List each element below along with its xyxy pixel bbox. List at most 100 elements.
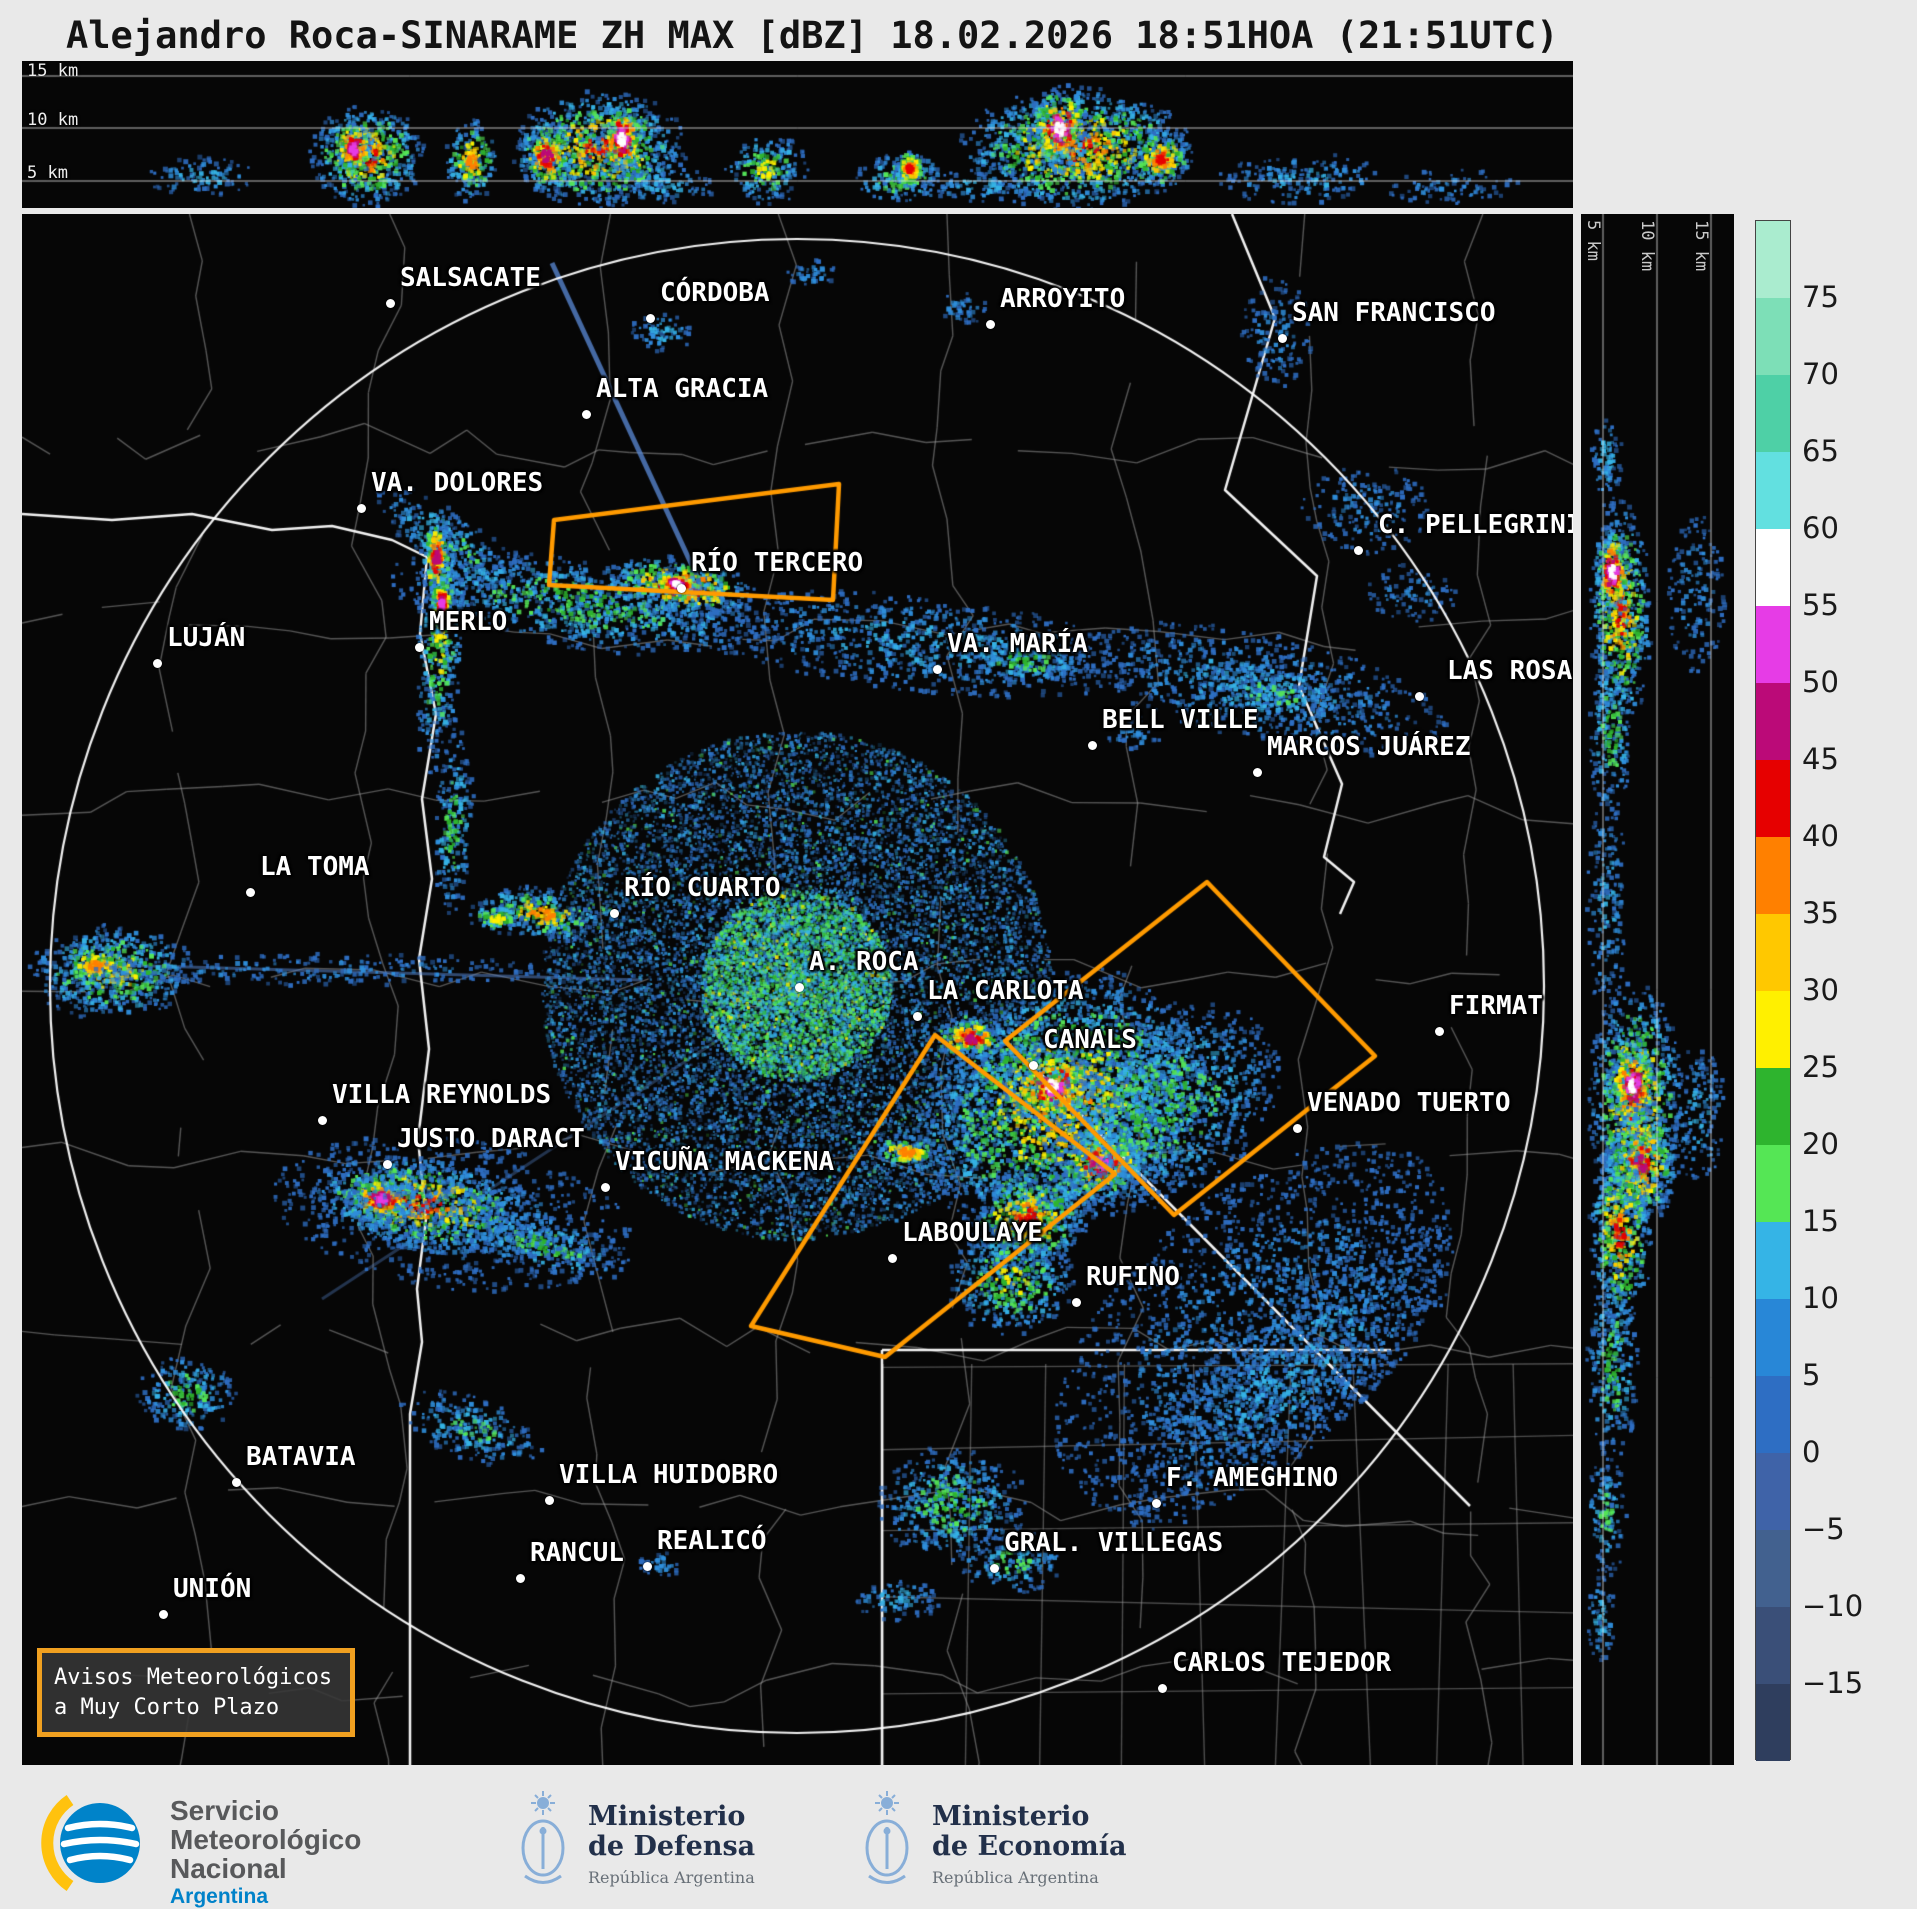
city-dot (601, 1183, 610, 1192)
city-label: LUJÁN (167, 623, 246, 653)
smn-logo (41, 1795, 140, 1891)
smn-wordmark: Servicio Meteorológico Nacional Argentin… (170, 1796, 361, 1909)
city-dot (643, 1562, 652, 1571)
city-dot (677, 584, 686, 593)
city-label: MARCOS JUÁREZ (1267, 732, 1471, 762)
colorbar-segment (1756, 1530, 1790, 1607)
city-label: VILLA REYNOLDS (332, 1080, 552, 1110)
smn-line2: Meteorológico (170, 1824, 362, 1855)
colorbar-segment (1756, 1453, 1790, 1530)
colorbar-tick-label: 10 (1802, 1281, 1839, 1315)
city-dot (1253, 768, 1262, 777)
city-label: CARLOS TEJEDOR (1172, 1648, 1392, 1678)
colorbar-segment (1756, 1299, 1790, 1376)
city-dot (933, 665, 942, 674)
city-dot (1278, 334, 1287, 343)
smn-line3: Nacional (170, 1853, 287, 1884)
page-title: Alejandro Roca-SINARAME ZH MAX [dBZ] 18.… (66, 14, 1559, 57)
city-label: LA TOMA (260, 852, 370, 882)
city-label: VA. DOLORES (371, 468, 544, 498)
colorbar-segment (1756, 991, 1790, 1068)
colorbar-tick-label: 60 (1802, 511, 1839, 545)
city-label: MERLO (429, 607, 508, 637)
colorbar-tick-label: 75 (1802, 280, 1839, 314)
colorbar-tick-label: −5 (1802, 1512, 1845, 1546)
defensa-coat-of-arms (521, 1791, 565, 1884)
footer: Servicio Meteorológico Nacional Argentin… (0, 1782, 1917, 1909)
colorbar-segment (1756, 837, 1790, 914)
colorbar-tick-label: 50 (1802, 665, 1839, 699)
city-label: LAS ROSAS (1447, 656, 1573, 686)
city-label: F. AMEGHINO (1166, 1463, 1339, 1493)
top-cross-section-panel: 15 km 10 km 5 km (22, 61, 1573, 208)
city-dot (646, 314, 655, 323)
city-dot (357, 504, 366, 513)
city-label: FIRMAT (1449, 991, 1543, 1021)
city-label: VA. MARÍA (947, 629, 1088, 659)
city-label: REALICÓ (657, 1526, 767, 1556)
colorbar-segment (1756, 452, 1790, 529)
colorbar-segment (1756, 1068, 1790, 1145)
colorbar-tick-label: 5 (1802, 1358, 1821, 1392)
colorbar-tick-label: 0 (1802, 1435, 1821, 1469)
defensa-line1: Ministerio (588, 1801, 746, 1832)
colorbar-segment (1756, 298, 1790, 375)
ministerio-economia-wordmark: Ministerio de Economía República Argenti… (932, 1802, 1127, 1888)
city-label: GRAL. VILLEGAS (1004, 1528, 1224, 1558)
city-dot (1415, 692, 1424, 701)
economia-line2: de Economía (932, 1831, 1127, 1862)
city-label: VILLA HUIDOBRO (559, 1460, 779, 1490)
city-dot (246, 888, 255, 897)
colorbar-segment (1756, 914, 1790, 991)
city-dot (516, 1574, 525, 1583)
colorbar-tick-label: 25 (1802, 1050, 1839, 1084)
colorbar-tick-label: 15 (1802, 1204, 1839, 1238)
city-label: RÍO CUARTO (624, 873, 781, 903)
colorbar-segment (1756, 1145, 1790, 1222)
city-label: BATAVIA (246, 1442, 356, 1472)
radar-map-panel: SALSACATE CÓRDOBA ARROYITO SAN FRANCISCO ALT… (22, 214, 1573, 1765)
city-dot (415, 643, 424, 652)
colorbar-tick-label: −10 (1802, 1589, 1864, 1623)
economia-line3: República Argentina (932, 1868, 1099, 1887)
city-label: RANCUL (530, 1538, 624, 1568)
ministerio-defensa-wordmark: Ministerio de Defensa República Argentin… (588, 1801, 755, 1888)
economia-coat-of-arms (865, 1791, 909, 1884)
city-dot (1354, 546, 1363, 555)
city-dot (383, 1160, 392, 1169)
city-dot (1158, 1684, 1167, 1693)
city-dot (1435, 1027, 1444, 1036)
city-dot (1152, 1499, 1161, 1508)
colorbar-segment (1756, 375, 1790, 452)
city-label: RÍO TERCERO (691, 548, 864, 578)
colorbar-tick-label: 65 (1802, 434, 1839, 468)
city-dot (986, 320, 995, 329)
city-label: CANALS (1043, 1025, 1137, 1055)
dbz-colorbar (1755, 220, 1791, 1761)
colorbar-tick-label: 45 (1802, 742, 1839, 776)
city-dot (795, 983, 804, 992)
colorbar-tick-label: 35 (1802, 896, 1839, 930)
colorbar-tick-label: 30 (1802, 973, 1839, 1007)
city-dot (888, 1254, 897, 1263)
colorbar-tick-label: 20 (1802, 1127, 1839, 1161)
smn-line1: Servicio (170, 1795, 279, 1826)
city-label: UNIÓN (173, 1574, 252, 1604)
city-label: LABOULAYE (902, 1218, 1043, 1248)
city-label: SALSACATE (400, 263, 541, 293)
city-dot (232, 1478, 241, 1487)
city-dot (1029, 1061, 1038, 1070)
colorbar-segment (1756, 1684, 1790, 1761)
city-dot (990, 1564, 999, 1573)
colorbar-tick-label: 40 (1802, 819, 1839, 853)
warning-box: Avisos Meteorológicos a Muy Corto Plazo (37, 1648, 355, 1738)
colorbar-tick-label: −15 (1802, 1666, 1864, 1700)
right-cross-section-image (1581, 214, 1734, 1765)
city-dot (318, 1116, 327, 1125)
city-label: RUFINO (1086, 1262, 1180, 1292)
colorbar-segment (1756, 606, 1790, 683)
city-dot (159, 1610, 168, 1619)
city-label: SAN FRANCISCO (1292, 298, 1496, 328)
right-cross-section-panel: 5 km 10 km 15 km (1581, 214, 1734, 1765)
